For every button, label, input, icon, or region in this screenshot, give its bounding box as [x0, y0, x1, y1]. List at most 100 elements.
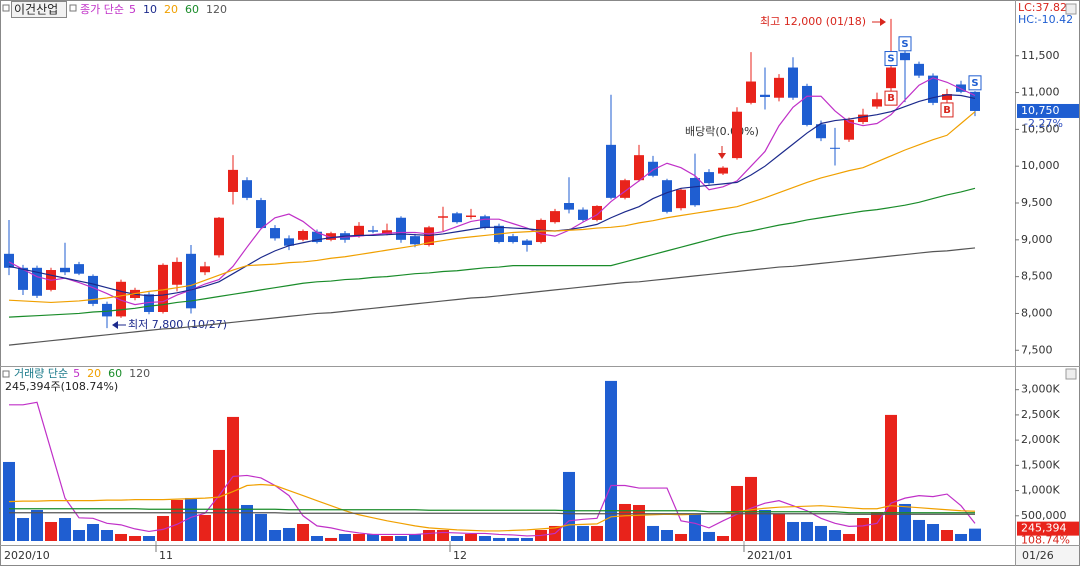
candle-body — [872, 99, 882, 107]
volume-bar — [815, 525, 827, 541]
volume-bar — [395, 536, 407, 541]
y-tick-label: 11,500 — [1021, 49, 1060, 62]
sell-signal: S — [901, 39, 908, 50]
legend-entry: 60 — [108, 367, 122, 380]
moving-average — [9, 512, 975, 515]
candle-body — [74, 264, 84, 274]
candle-body — [522, 240, 532, 245]
moving-average — [9, 508, 975, 514]
candle-body — [354, 225, 364, 237]
y-tick-label: 8,000 — [1021, 306, 1053, 319]
candle-body — [634, 155, 644, 181]
candle-body — [508, 236, 518, 243]
volume-bar — [129, 536, 141, 541]
volume-bar — [787, 521, 799, 541]
sell-signal: S — [887, 54, 894, 65]
price-label: 10,750 — [1021, 104, 1060, 117]
legend-title: 거래량 단순 — [14, 367, 68, 380]
icon — [2, 4, 10, 12]
volume-bar — [717, 536, 729, 541]
icon — [69, 4, 77, 12]
moving-average — [8, 111, 976, 304]
volume-bar — [927, 524, 939, 541]
volume-bar — [297, 524, 309, 541]
volume-bar — [269, 530, 281, 541]
volume-bar — [45, 521, 57, 541]
candle-body — [802, 85, 812, 125]
volume-bar — [255, 513, 267, 541]
volume-bar — [465, 533, 477, 541]
volume-bar — [675, 533, 687, 541]
change-label: -2.27% — [1024, 117, 1063, 130]
candle-body — [480, 216, 490, 229]
candle-body — [550, 211, 560, 223]
candle-body — [144, 294, 154, 312]
candle-body — [676, 189, 686, 209]
candle-body — [886, 67, 896, 89]
volume-bar — [409, 533, 421, 541]
volume-bar — [843, 533, 855, 541]
volume-bar — [773, 513, 785, 541]
volume-bar — [437, 530, 449, 541]
panel-button[interactable] — [1065, 3, 1077, 15]
legend-title: 종가 단순 — [80, 3, 124, 16]
y-tick-label: 500,000 — [1021, 509, 1067, 522]
candle-body — [816, 124, 826, 139]
buy-signal-box — [940, 102, 954, 118]
candle-body — [592, 205, 602, 220]
candle-body — [746, 81, 756, 103]
volume-bar — [423, 530, 435, 541]
candle-body — [900, 52, 910, 61]
sell-signal-box — [884, 51, 898, 67]
volume-bar — [451, 536, 463, 541]
volume-bar — [521, 537, 533, 541]
x-tick-label: 2020/10 — [4, 549, 50, 562]
volume-bar — [59, 518, 71, 541]
candle-body — [326, 233, 336, 240]
candle-body — [942, 94, 952, 100]
volume-bar — [241, 504, 253, 541]
volume-bar — [493, 537, 505, 541]
candle-body — [788, 67, 798, 98]
volume-bar — [913, 519, 925, 541]
price-box — [1017, 103, 1079, 118]
volume-bar — [605, 380, 617, 541]
candle-body — [844, 119, 854, 140]
candle-body — [172, 261, 182, 285]
volume-bar — [73, 530, 85, 541]
hc-label: HC:-10.42 — [1018, 13, 1073, 26]
chart-title[interactable]: 이건산업 — [14, 3, 58, 17]
volume-box — [1017, 521, 1079, 536]
volume-bar — [353, 533, 365, 541]
y-tick-label: 1,000K — [1021, 484, 1060, 497]
candle-body — [690, 177, 700, 206]
icon — [2, 370, 10, 378]
candle-body — [466, 215, 476, 218]
volume-bar — [885, 414, 897, 541]
legend-entry: 20 — [87, 367, 101, 380]
candle-body — [270, 228, 280, 239]
moving-average — [8, 94, 976, 297]
candle-body — [298, 230, 308, 240]
candle-body — [396, 217, 406, 240]
panel-button[interactable] — [1065, 368, 1077, 380]
volume-bar — [577, 525, 589, 541]
legend-entry: 60 — [185, 3, 199, 16]
candle-body — [410, 236, 420, 245]
candle-body — [648, 161, 658, 176]
candle-body — [620, 180, 630, 198]
candle-body — [242, 180, 252, 198]
candle-body — [4, 253, 14, 268]
candle-body — [452, 213, 462, 223]
candle-body — [732, 111, 742, 159]
y-tick-label: 2,500K — [1021, 408, 1060, 421]
volume-bar — [689, 513, 701, 541]
candle-body — [914, 63, 924, 76]
title-box[interactable] — [11, 1, 67, 18]
volume-bar — [87, 524, 99, 541]
volume-summary: 245,394주(108.74%) — [5, 380, 118, 393]
y-tick-label: 9,500 — [1021, 196, 1053, 209]
volume-bar — [199, 514, 211, 541]
y-tick-label: 8,500 — [1021, 270, 1053, 283]
y-tick-label: 2,000K — [1021, 433, 1060, 446]
